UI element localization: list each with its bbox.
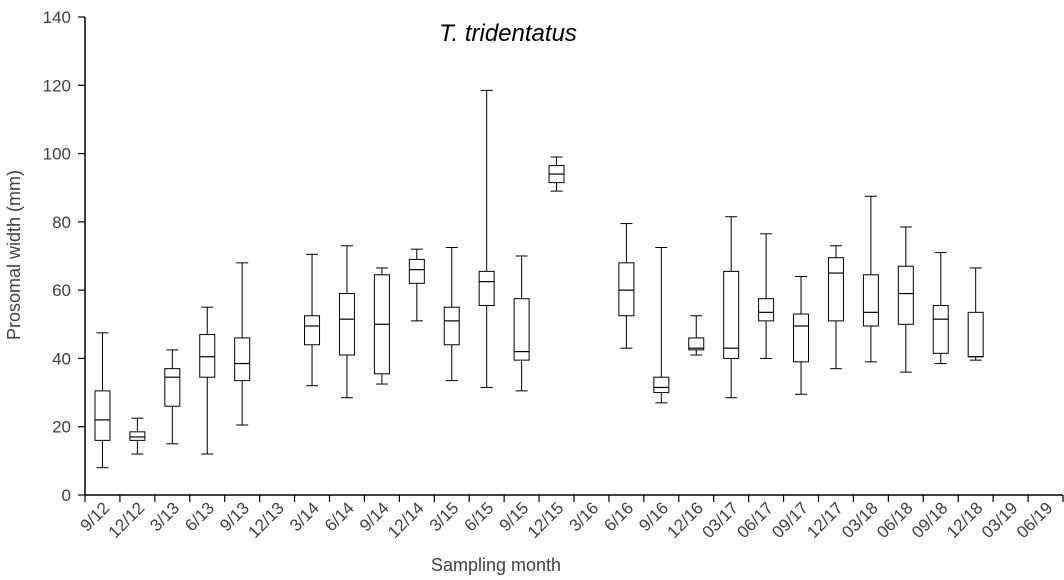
box-body xyxy=(164,368,181,407)
box-body xyxy=(478,270,495,307)
box-body xyxy=(408,258,425,284)
x-tick-label: 09/18 xyxy=(908,498,952,542)
box-body xyxy=(723,270,740,359)
x-axis-title: Sampling month xyxy=(431,555,561,575)
y-tick-label: 60 xyxy=(52,281,71,300)
x-tick-label: 03/17 xyxy=(698,498,742,542)
y-tick-label: 140 xyxy=(43,8,71,27)
plot-area: 0204060801001201409/1212/123/136/139/131… xyxy=(43,8,1064,542)
x-tick-label: 12/13 xyxy=(244,498,288,542)
x-tick-label: 12/12 xyxy=(105,498,149,542)
box-body xyxy=(618,262,635,317)
x-tick-label: 3/14 xyxy=(286,498,323,535)
y-tick-label: 0 xyxy=(62,486,71,505)
x-tick-label: 12/14 xyxy=(384,498,428,542)
x-tick-label: 06/17 xyxy=(733,498,777,542)
y-tick-label: 40 xyxy=(52,349,71,368)
x-tick-label: 09/17 xyxy=(768,498,812,542)
box-body xyxy=(793,313,810,363)
x-tick-label: 3/15 xyxy=(426,498,463,535)
x-tick-label: 6/13 xyxy=(181,498,218,535)
box-body xyxy=(513,298,530,361)
x-tick-label: 6/14 xyxy=(321,498,358,535)
box-body xyxy=(827,257,844,322)
y-tick-label: 20 xyxy=(52,418,71,437)
box-body xyxy=(199,334,216,378)
box-body xyxy=(129,431,146,441)
x-tick-label: 06/18 xyxy=(873,498,917,542)
x-tick-label: 6/16 xyxy=(600,498,637,535)
box-body xyxy=(234,337,251,382)
y-tick-label: 120 xyxy=(43,76,71,95)
x-tick-label: 12/16 xyxy=(664,498,708,542)
box-body xyxy=(932,305,949,354)
x-tick-label: 03/19 xyxy=(978,498,1022,542)
box-body xyxy=(338,293,355,356)
x-tick-label: 12/18 xyxy=(943,498,987,542)
y-tick-label: 100 xyxy=(43,145,71,164)
box-body xyxy=(304,315,321,346)
x-tick-label: 12/17 xyxy=(803,498,847,542)
box-body xyxy=(967,311,984,358)
box-body xyxy=(758,298,775,322)
box-body xyxy=(688,337,705,351)
box-body xyxy=(653,376,670,394)
chart-title: T. tridentatus xyxy=(439,20,577,47)
y-tick-label: 80 xyxy=(52,213,71,232)
x-tick-label: 03/18 xyxy=(838,498,882,542)
x-tick-label: 3/16 xyxy=(565,498,602,535)
box-body xyxy=(94,390,111,441)
y-axis-title: Prosomal width (mm) xyxy=(4,170,24,340)
box-body xyxy=(443,306,460,346)
x-tick-label: 06/19 xyxy=(1013,498,1057,542)
x-tick-label: 12/15 xyxy=(524,498,568,542)
x-tick-label: 6/15 xyxy=(461,498,498,535)
x-tick-label: 3/13 xyxy=(146,498,183,535)
box-body xyxy=(862,274,879,327)
box-body xyxy=(897,265,914,325)
